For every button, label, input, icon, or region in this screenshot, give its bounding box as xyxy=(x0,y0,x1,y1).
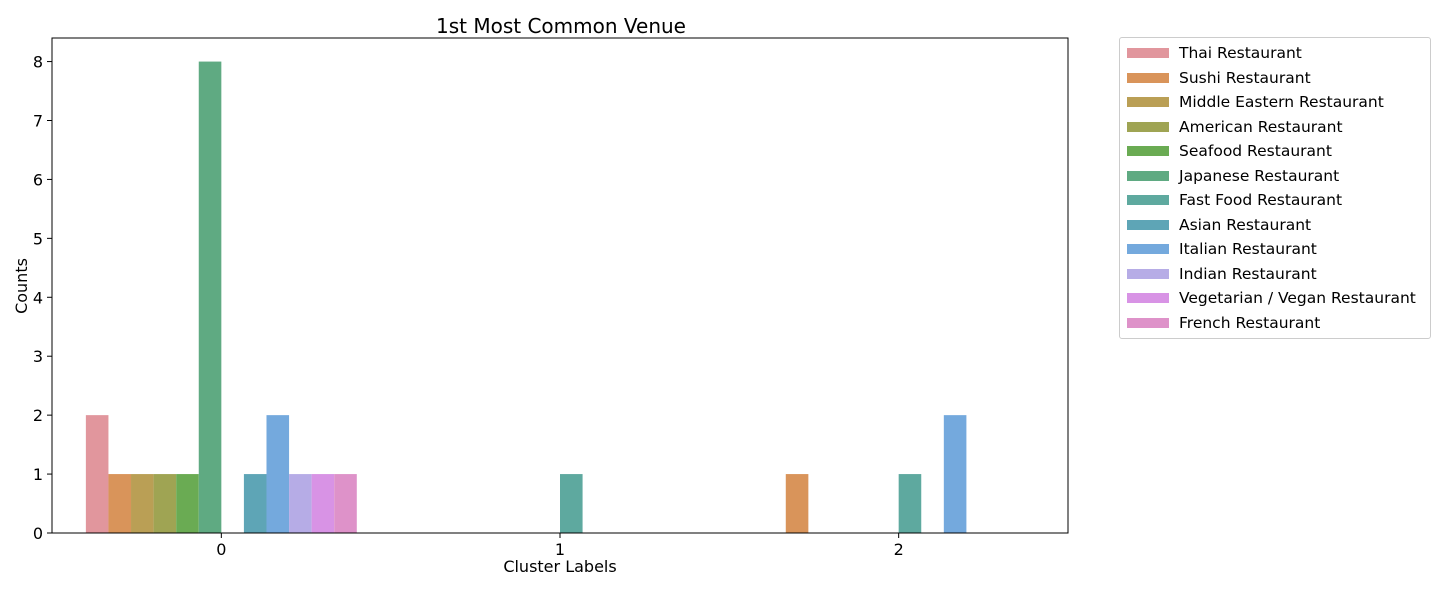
bar-middle-eastern-restaurant-cluster-0 xyxy=(131,474,154,533)
y-tick-label: 3 xyxy=(33,347,43,366)
legend-swatch xyxy=(1127,72,1169,83)
y-axis: 0 1 2 3 4 5 6 7 8 xyxy=(33,53,52,543)
legend-swatch xyxy=(1127,219,1169,230)
legend-item: Seafood Restaurant xyxy=(1120,139,1430,164)
bar-american-restaurant-cluster-0 xyxy=(153,474,177,533)
legend-swatch xyxy=(1127,293,1169,304)
legend-swatch xyxy=(1127,48,1169,59)
bar-seafood-restaurant-cluster-0 xyxy=(176,474,199,533)
legend-item: Japanese Restaurant xyxy=(1120,164,1430,189)
legend-item: Vegetarian / Vegan Restaurant xyxy=(1120,286,1430,311)
legend-item: Indian Restaurant xyxy=(1120,262,1430,287)
y-tick-label: 0 xyxy=(33,524,43,543)
legend-label: Indian Restaurant xyxy=(1179,264,1317,283)
legend: Thai Restaurant Sushi Restaurant Middle Ea… xyxy=(1119,37,1431,339)
legend-item: Thai Restaurant xyxy=(1120,41,1430,66)
bar-sushi-restaurant-cluster-0 xyxy=(108,474,132,533)
legend-swatch xyxy=(1127,268,1169,279)
legend-label: Italian Restaurant xyxy=(1179,240,1317,259)
bar-thai-restaurant-cluster-0 xyxy=(85,415,109,533)
y-tick-label: 2 xyxy=(33,406,43,425)
bar-fast-food-restaurant-cluster-1 xyxy=(560,474,583,533)
y-tick-label: 4 xyxy=(33,288,43,307)
bar-japanese-restaurant-cluster-0 xyxy=(198,61,222,533)
legend-item: French Restaurant xyxy=(1120,311,1430,336)
legend-swatch xyxy=(1127,170,1169,181)
legend-label: Middle Eastern Restaurant xyxy=(1179,93,1384,112)
bar-sushi-restaurant-cluster-2 xyxy=(785,474,809,533)
legend-swatch xyxy=(1127,121,1169,132)
legend-label: Fast Food Restaurant xyxy=(1179,191,1343,210)
legend-item: Italian Restaurant xyxy=(1120,237,1430,262)
legend-swatch xyxy=(1127,317,1169,328)
x-axis-label: Cluster Labels xyxy=(503,557,616,576)
legend-label: Seafood Restaurant xyxy=(1179,142,1332,161)
chart-title: 1st Most Common Venue xyxy=(436,14,686,38)
bar-indian-restaurant-cluster-0 xyxy=(289,474,312,533)
legend-item: Sushi Restaurant xyxy=(1120,66,1430,91)
x-tick-label: 2 xyxy=(894,540,904,559)
bar-vegetarian-vegan-restaurant-cluster-0 xyxy=(311,474,335,533)
legend-item: Asian Restaurant xyxy=(1120,213,1430,238)
legend-label: American Restaurant xyxy=(1179,117,1343,136)
bar-fast-food-restaurant-cluster-2 xyxy=(898,474,922,533)
legend-swatch xyxy=(1127,195,1169,206)
y-axis-label: Counts xyxy=(12,258,31,314)
legend-item: Middle Eastern Restaurant xyxy=(1120,90,1430,115)
legend-label: Vegetarian / Vegan Restaurant xyxy=(1179,289,1416,308)
legend-swatch xyxy=(1127,244,1169,255)
y-tick-label: 5 xyxy=(33,229,43,248)
y-tick-label: 8 xyxy=(33,53,43,72)
x-tick-label: 1 xyxy=(555,540,565,559)
legend-item: Fast Food Restaurant xyxy=(1120,188,1430,213)
y-tick-label: 6 xyxy=(33,170,43,189)
legend-swatch xyxy=(1127,97,1169,108)
bar-italian-restaurant-cluster-2 xyxy=(943,415,967,533)
x-tick-label: 0 xyxy=(216,540,226,559)
y-tick-label: 1 xyxy=(33,465,43,484)
bar-french-restaurant-cluster-0 xyxy=(334,474,357,533)
legend-label: Thai Restaurant xyxy=(1179,44,1302,63)
legend-label: French Restaurant xyxy=(1179,313,1321,332)
legend-swatch xyxy=(1127,146,1169,157)
y-tick-label: 7 xyxy=(33,112,43,131)
bar-asian-restaurant-cluster-0 xyxy=(243,474,267,533)
legend-label: Asian Restaurant xyxy=(1179,215,1312,234)
legend-label: Japanese Restaurant xyxy=(1179,166,1340,185)
legend-label: Sushi Restaurant xyxy=(1179,68,1311,87)
bar-italian-restaurant-cluster-0 xyxy=(266,415,290,533)
x-axis: 0 1 2 xyxy=(216,533,904,559)
bars-group xyxy=(85,61,967,533)
legend-item: American Restaurant xyxy=(1120,115,1430,140)
